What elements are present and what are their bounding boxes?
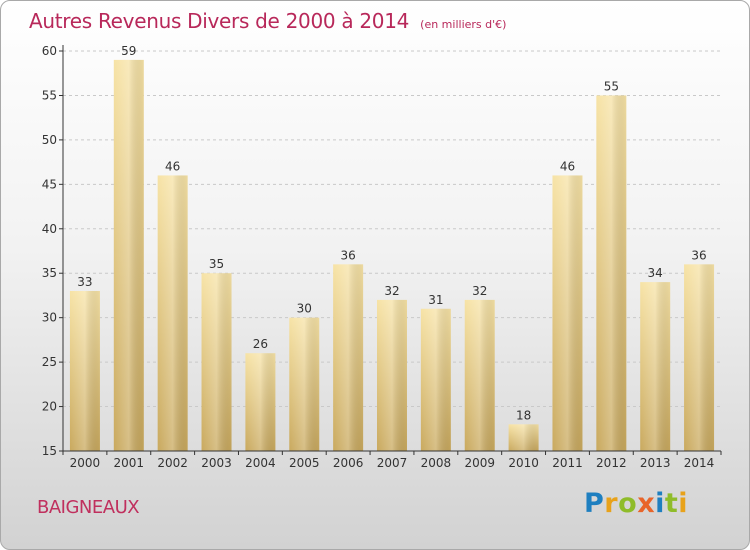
- logo-letter: i: [655, 488, 665, 519]
- x-tick-label: 2010: [508, 456, 539, 470]
- bar-sheen: [508, 424, 539, 451]
- bar-value-label: 32: [384, 284, 399, 298]
- y-tick-label: 55: [42, 88, 57, 102]
- x-tick-label: 2001: [114, 456, 145, 470]
- bar-sheen: [113, 59, 144, 452]
- bar-value-label: 36: [691, 248, 706, 262]
- y-tick-label: 20: [42, 400, 57, 414]
- bar-sheen: [464, 299, 495, 451]
- x-tick-label: 2004: [245, 456, 276, 470]
- chart-title: Autres Revenus Divers de 2000 à 2014: [29, 9, 410, 33]
- x-tick-label: 2008: [421, 456, 452, 470]
- bar-value-label: 35: [209, 257, 224, 271]
- bar-sheen: [640, 282, 671, 451]
- x-tick-label: 2002: [157, 456, 188, 470]
- x-tick-label: 2012: [596, 456, 627, 470]
- x-tick-label: 2011: [552, 456, 583, 470]
- bar-value-label: 59: [121, 44, 136, 58]
- bar-sheen: [552, 175, 583, 451]
- bar-value-label: 46: [165, 159, 180, 173]
- bar-sheen: [377, 299, 407, 451]
- logo-letter: P: [584, 488, 605, 519]
- logo-letter: t: [664, 488, 679, 519]
- y-tick-label: 35: [42, 266, 57, 280]
- y-tick-label: 45: [42, 177, 57, 191]
- x-tick-label: 2006: [333, 456, 364, 470]
- y-tick-label: 25: [42, 355, 57, 369]
- x-tick-label: 2005: [289, 456, 320, 470]
- x-tick-label: 2009: [464, 456, 495, 470]
- bar-sheen: [289, 317, 320, 451]
- bar-value-label: 30: [297, 302, 312, 316]
- axis-layer: 15 20 25 30 35 40 45 50 55 60 2000 2001 2002 2003 2004…: [42, 44, 722, 470]
- bar-value-label: 55: [604, 79, 619, 93]
- proxiti-logo: Proxiti: [584, 488, 688, 519]
- bar-value-label: 36: [340, 248, 355, 262]
- bar-value-label: 46: [560, 159, 575, 173]
- title-row: Autres Revenus Divers de 2000 à 2014 (en…: [29, 9, 506, 33]
- bar-value-label: 31: [428, 293, 443, 307]
- bar-value-label: 18: [516, 408, 531, 422]
- bar-value-label: 26: [253, 337, 268, 351]
- x-tick-label: 2013: [640, 456, 671, 470]
- y-tick-label: 30: [42, 311, 57, 325]
- logo-letter: o: [618, 488, 638, 519]
- bar-sheen: [245, 353, 276, 451]
- bars-layer: 33 59 46 35 26 30 36 32 31 32 18 46 55 34 36: [69, 44, 715, 452]
- bar-sheen: [201, 273, 232, 451]
- y-tick-label: 50: [42, 133, 57, 147]
- bar-sheen: [333, 264, 364, 451]
- bar-sheen: [157, 175, 188, 451]
- x-tick-label: 2014: [684, 456, 715, 470]
- bar-sheen: [420, 308, 451, 451]
- y-tick-label: 15: [42, 444, 57, 458]
- y-tick-label: 40: [42, 222, 57, 236]
- x-tick-label: 2000: [70, 456, 101, 470]
- x-tick-label: 2007: [377, 456, 408, 470]
- bar-value-label: 32: [472, 284, 487, 298]
- bar-value-label: 34: [648, 266, 663, 280]
- bar-sheen: [596, 95, 627, 451]
- commune-name: BAIGNEAUX: [37, 497, 140, 518]
- logo-letter: i: [678, 488, 689, 519]
- logo-letter: x: [637, 488, 656, 519]
- bar-sheen: [684, 264, 715, 451]
- x-tick-label: 2003: [201, 456, 232, 470]
- chart-subtitle: (en milliers d'€): [420, 18, 507, 31]
- logo-letter: r: [604, 488, 619, 519]
- y-tick-label: 60: [42, 44, 57, 58]
- bar-value-label: 33: [77, 275, 92, 289]
- bar-sheen: [69, 291, 100, 451]
